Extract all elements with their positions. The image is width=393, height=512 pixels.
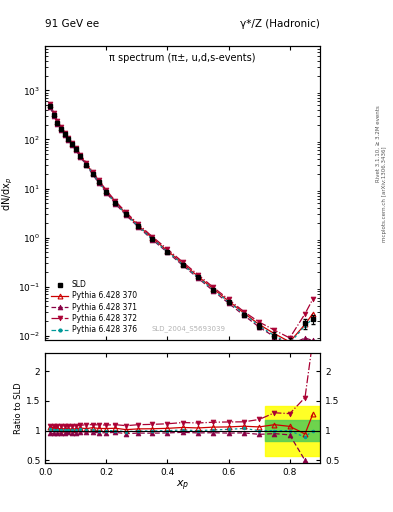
Bar — [265, 420, 320, 441]
Text: 91 GeV ee: 91 GeV ee — [45, 18, 99, 29]
Text: γ*/Z (Hadronic): γ*/Z (Hadronic) — [241, 18, 320, 29]
Bar — [265, 406, 320, 456]
Text: π spectrum (π±, u,d,s-events): π spectrum (π±, u,d,s-events) — [110, 53, 256, 63]
Y-axis label: dN/dx$_p$: dN/dx$_p$ — [1, 176, 15, 210]
Legend: SLD, Pythia 6.428 370, Pythia 6.428 371, Pythia 6.428 372, Pythia 6.428 376: SLD, Pythia 6.428 370, Pythia 6.428 371,… — [49, 278, 140, 337]
Y-axis label: Ratio to SLD: Ratio to SLD — [14, 382, 23, 434]
X-axis label: $x_p$: $x_p$ — [176, 479, 189, 493]
Text: Rivet 3.1.10, ≥ 3.2M events: Rivet 3.1.10, ≥ 3.2M events — [376, 105, 380, 182]
Text: SLD_2004_S5693039: SLD_2004_S5693039 — [151, 325, 225, 332]
Text: mcplots.cern.ch [arXiv:1306.3436]: mcplots.cern.ch [arXiv:1306.3436] — [382, 147, 387, 242]
